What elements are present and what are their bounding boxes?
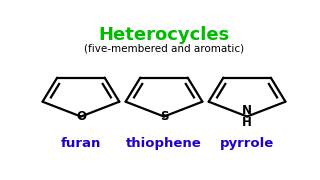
Text: S: S xyxy=(160,110,168,123)
Text: pyrrole: pyrrole xyxy=(220,138,274,150)
Text: Heterocycles: Heterocycles xyxy=(98,26,230,44)
Text: furan: furan xyxy=(61,138,101,150)
Text: O: O xyxy=(76,110,86,123)
Text: thiophene: thiophene xyxy=(126,138,202,150)
Text: N
H: N H xyxy=(242,104,252,129)
Text: (five-membered and aromatic): (five-membered and aromatic) xyxy=(84,43,244,53)
